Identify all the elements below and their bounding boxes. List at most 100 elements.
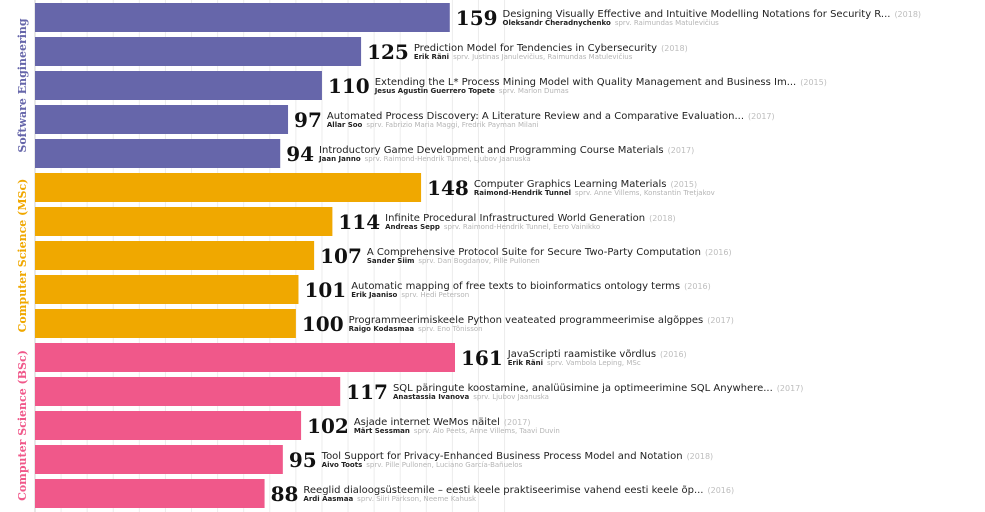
thesis-title: Designing Visually Effective and Intuiti… xyxy=(503,9,891,20)
author-name: Jaan Janno xyxy=(318,155,361,163)
thesis-year: (2016) xyxy=(660,350,687,359)
bar xyxy=(35,139,281,168)
thesis-title: Extending the L* Process Mining Model wi… xyxy=(375,77,797,88)
thesis-year: (2018) xyxy=(661,44,688,53)
thesis-title: Reeglid dialoogsüsteemile – eesti keele … xyxy=(303,485,703,496)
supervisor-names: sprv. Raimond-Hendrik Tunnel, Ljubov Jaa… xyxy=(365,155,531,163)
supervisor-names: sprv. Siiri Pärkson, Neeme Kahusk xyxy=(357,495,477,503)
thesis-title: Automatic mapping of free texts to bioin… xyxy=(351,281,680,292)
author-name: Sander Siim xyxy=(367,257,415,265)
group-labels: Software Engineering Computer Science (MS… xyxy=(16,18,29,501)
value-label: 101 xyxy=(304,278,346,302)
title-label: Tool Support for Privacy-Enhanced Busine… xyxy=(321,451,714,462)
bar xyxy=(35,343,455,372)
thesis-title: A Comprehensive Protocol Suite for Secur… xyxy=(367,247,701,258)
thesis-title: Asjade internet WeMos näitel xyxy=(354,417,500,428)
supervisor-names: sprv. Raimond-Hendrik Tunnel, Eero Vaini… xyxy=(444,223,600,231)
title-label: Computer Graphics Learning Materials (201… xyxy=(474,179,697,190)
author-line: Märt Sessman sprv. Alo Peets, Anne Villem… xyxy=(354,427,560,435)
thesis-title: JavaScripti raamistike võrdlus xyxy=(507,349,656,360)
bar xyxy=(35,37,362,66)
value-label: 114 xyxy=(338,210,380,234)
value-label: 88 xyxy=(271,482,299,506)
value-label: 95 xyxy=(289,448,317,472)
author-line: Andreas Sepp sprv. Raimond-Hendrik Tunnel… xyxy=(385,223,600,231)
group-label: Computer Science (MSc) xyxy=(16,179,29,333)
author-name: Jesus Agustin Guerrero Topete xyxy=(374,87,495,95)
thesis-year: (2015) xyxy=(800,78,827,87)
supervisor-names: sprv. Dan Bogdanov, Pille Pullonen xyxy=(418,257,539,265)
thesis-year: (2017) xyxy=(668,146,695,155)
title-label: JavaScripti raamistike võrdlus (2016) xyxy=(507,349,687,360)
thesis-year: (2017) xyxy=(748,112,775,121)
thesis-year: (2018) xyxy=(687,452,714,461)
thesis-year: (2017) xyxy=(504,418,531,427)
thesis-year: (2016) xyxy=(707,486,734,495)
title-label: Designing Visually Effective and Intuiti… xyxy=(503,9,922,20)
value-label: 110 xyxy=(328,74,370,98)
bar xyxy=(35,173,422,202)
title-label: Prediction Model for Tendencies in Cyber… xyxy=(414,43,688,54)
value-label: 159 xyxy=(456,6,498,30)
author-name: Andreas Sepp xyxy=(385,223,440,231)
author-name: Erik Räni xyxy=(508,359,543,367)
thesis-title: Automated Process Discovery: A Literatur… xyxy=(327,111,744,122)
title-label: SQL päringute koostamine, analüüsimine j… xyxy=(393,383,803,394)
supervisor-names: sprv. Raimundas Matulevičius xyxy=(615,19,719,27)
supervisor-names: sprv. Anne Villems, Konstantin Tretjakov xyxy=(575,189,715,197)
author-line: Anastassia Ivanova sprv. Ljubov Jaanuska xyxy=(393,393,549,401)
supervisor-names: sprv. Vambola Leping, MSc xyxy=(547,359,641,367)
thesis-year: (2018) xyxy=(649,214,676,223)
supervisor-names: sprv. Marlon Dumas xyxy=(499,87,569,95)
title-label: Automated Process Discovery: A Literatur… xyxy=(327,111,775,122)
author-line: Jesus Agustin Guerrero Topete sprv. Marlo… xyxy=(374,87,569,95)
supervisor-names: sprv. Fabrizio Maria Maggi, Fredrik Paym… xyxy=(366,121,538,129)
author-name: Anastassia Ivanova xyxy=(393,393,470,401)
value-label: 102 xyxy=(307,414,349,438)
value-label: 125 xyxy=(367,40,409,64)
thesis-title: Prediction Model for Tendencies in Cyber… xyxy=(414,43,657,54)
bar xyxy=(35,377,341,406)
author-name: Allar Soo xyxy=(327,121,363,129)
title-label: Asjade internet WeMos näitel (2017) xyxy=(354,417,531,428)
bar xyxy=(35,445,283,474)
thesis-year: (2015) xyxy=(670,180,697,189)
value-label: 100 xyxy=(302,312,344,336)
value-label: 148 xyxy=(427,176,469,200)
bar xyxy=(35,3,450,32)
bar xyxy=(35,275,299,304)
value-label: 94 xyxy=(286,142,314,166)
bar xyxy=(35,411,302,440)
author-line: Oleksandr Cheradnychenko sprv. Raimundas … xyxy=(503,19,720,27)
bar xyxy=(35,71,322,100)
title-label: A Comprehensive Protocol Suite for Secur… xyxy=(367,247,732,258)
thesis-title: Computer Graphics Learning Materials xyxy=(474,179,667,190)
group-label: Computer Science (BSc) xyxy=(16,350,29,501)
value-label: 97 xyxy=(294,108,322,132)
supervisor-names: sprv. Hedi Peterson xyxy=(401,291,469,299)
thesis-year: (2016) xyxy=(705,248,732,257)
group-label: Software Engineering xyxy=(16,18,29,153)
title-label: Introductory Game Development and Progra… xyxy=(319,145,694,156)
value-label: 117 xyxy=(346,380,388,404)
thesis-title: Introductory Game Development and Progra… xyxy=(319,145,664,156)
author-name: Erik Jaaniso xyxy=(351,291,397,299)
supervisor-names: sprv. Alo Peets, Anne Villems, Taavi Duv… xyxy=(414,427,560,435)
author-name: Aivo Toots xyxy=(322,461,363,469)
title-label: Reeglid dialoogsüsteemile – eesti keele … xyxy=(303,485,734,496)
author-line: Aivo Toots sprv. Pille Pullonen, Luciano … xyxy=(322,461,523,469)
author-line: Raimond-Hendrik Tunnel sprv. Anne Villems… xyxy=(474,189,715,197)
author-name: Ardi Aasmaa xyxy=(303,495,353,503)
title-label: Programmeerimiskeele Python veateated pr… xyxy=(349,315,734,326)
value-label: 107 xyxy=(320,244,362,268)
title-label: Infinite Procedural Infrastructured Worl… xyxy=(385,213,676,224)
supervisor-names: sprv. Pille Pullonen, Luciano García-Bañ… xyxy=(366,461,522,469)
supervisor-names: sprv. Justinas Janulevičius, Raimundas M… xyxy=(453,53,633,61)
thesis-title: SQL päringute koostamine, analüüsimine j… xyxy=(393,383,773,394)
bar xyxy=(35,241,315,270)
thesis-year: (2017) xyxy=(707,316,734,325)
author-name: Raimond-Hendrik Tunnel xyxy=(474,189,571,197)
author-name: Erik Räni xyxy=(414,53,449,61)
supervisor-names: sprv. Ljubov Jaanuska xyxy=(473,393,549,401)
